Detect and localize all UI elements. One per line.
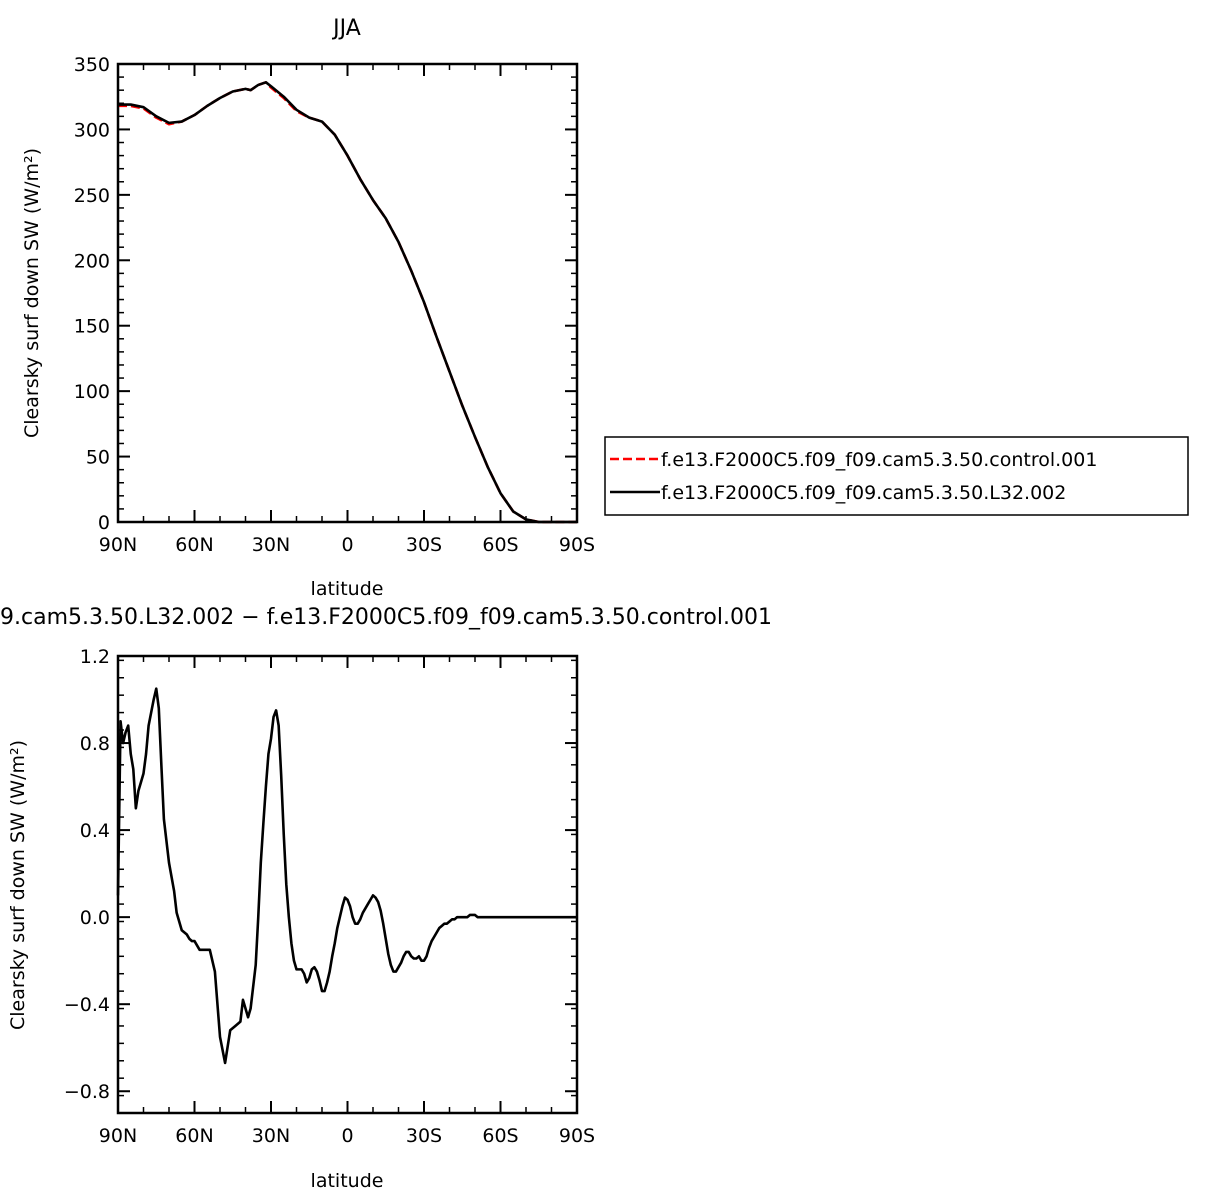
- y-tick-label-0-4: 200: [74, 250, 110, 272]
- y-tick-label-1-1: −0.4: [64, 994, 110, 1016]
- bottom-chart-title: 9.cam5.3.50.L32.002 − f.e13.F2000C5.f09_…: [0, 605, 772, 630]
- x-tick-label-0-5: 60S: [482, 534, 518, 556]
- y-tick-label-1-3: 0.4: [80, 820, 110, 842]
- legend-label-l32: f.e13.F2000C5.f09_f09.cam5.3.50.L32.002: [661, 482, 1066, 504]
- y-tick-label-1-0: −0.8: [64, 1081, 110, 1103]
- x-tick-label-1-4: 30S: [406, 1125, 442, 1147]
- x-tick-label-0-6: 90S: [559, 534, 595, 556]
- y-tick-label-0-5: 250: [74, 185, 110, 207]
- bottom-panel: 9.cam5.3.50.L32.002 − f.e13.F2000C5.f09_…: [0, 605, 772, 1192]
- top-y-axis-title: Clearsky surf down SW (W/m²): [21, 148, 43, 438]
- bottom-plot-area: 90N 60N 30N 0 30S 60S 90S −0.8 −0.4 0.0 0.4 0.8 1.2: [64, 646, 595, 1147]
- top-chart-title: JJA: [331, 16, 361, 41]
- y-tick-label-0-0: 0: [98, 512, 110, 534]
- x-tick-label-0-2: 30N: [252, 534, 290, 556]
- bottom-y-axis-title: Clearsky surf down SW (W/m²): [7, 740, 29, 1030]
- series-line-0-0: [118, 81, 577, 524]
- x-tick-label-1-5: 60S: [482, 1125, 518, 1147]
- top-panel: JJA 90N 60N 30N 0 30S 60S 90S 0 50 100 150 200 250 30…: [21, 16, 595, 600]
- y-tick-label-0-1: 50: [86, 447, 110, 469]
- plot-frame-0: [116, 62, 579, 524]
- y-tick-label-1-5: 1.2: [80, 646, 110, 668]
- y-tick-label-0-3: 150: [74, 316, 110, 338]
- x-tick-label-1-1: 60N: [175, 1125, 213, 1147]
- legend: f.e13.F2000C5.f09_f09.cam5.3.50.control.…: [604, 436, 1189, 516]
- series-line-1-0: [116, 687, 577, 1065]
- legend-label-control: f.e13.F2000C5.f09_f09.cam5.3.50.control.…: [661, 449, 1097, 471]
- bottom-x-axis-title: latitude: [311, 1170, 384, 1192]
- x-tick-label-1-6: 90S: [559, 1125, 595, 1147]
- x-tick-label-1-0: 90N: [99, 1125, 137, 1147]
- x-tick-label-1-2: 30N: [252, 1125, 290, 1147]
- top-plot-area: 90N 60N 30N 0 30S 60S 90S 0 50 100 150 200 250 300 350: [74, 54, 595, 556]
- series-line-0-1: [118, 81, 577, 524]
- x-tick-label-0-3: 0: [341, 534, 353, 556]
- legend-box: [604, 436, 1189, 516]
- x-tick-label-1-3: 0: [341, 1125, 353, 1147]
- y-tick-label-0-2: 100: [74, 381, 110, 403]
- x-tick-label-0-0: 90N: [99, 534, 137, 556]
- y-tick-label-0-7: 350: [74, 54, 110, 76]
- plot-frame-1: [116, 654, 579, 1115]
- x-tick-label-0-4: 30S: [406, 534, 442, 556]
- y-tick-label-1-2: 0.0: [80, 907, 110, 929]
- x-tick-label-0-1: 60N: [175, 534, 213, 556]
- top-x-axis-title: latitude: [311, 578, 384, 600]
- y-tick-label-1-4: 0.8: [80, 733, 110, 755]
- y-tick-label-0-6: 300: [74, 119, 110, 141]
